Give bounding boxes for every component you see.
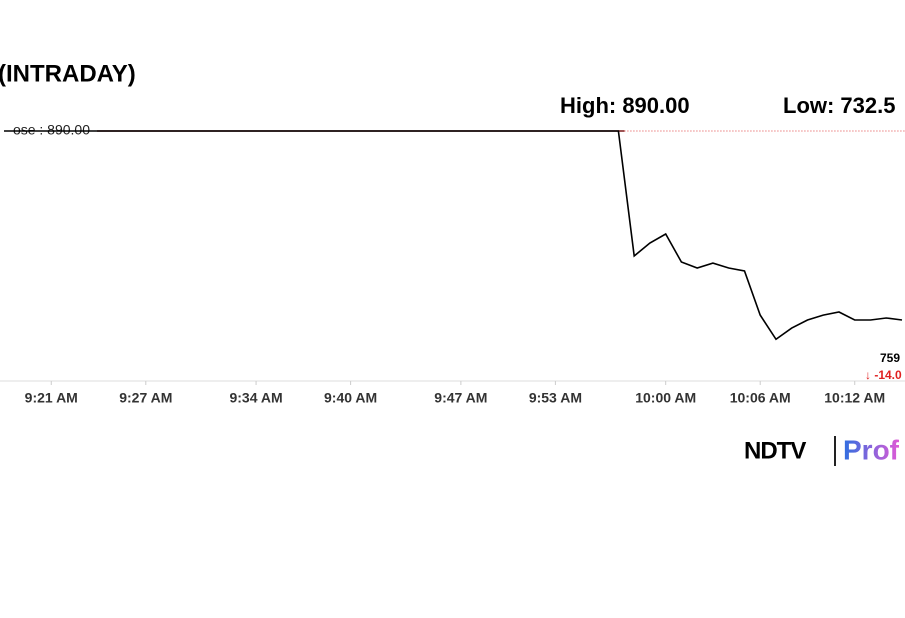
- last-price: 759: [880, 351, 900, 365]
- change-label: ↓ -14.0: [865, 368, 902, 382]
- x-tick-label: 10:06 AM: [730, 390, 791, 406]
- x-tick-label: 10:12 AM: [824, 390, 885, 406]
- logo-suffix: Prof: [843, 434, 900, 465]
- x-tick-label: 9:53 AM: [529, 390, 582, 406]
- x-tick-label: 9:47 AM: [434, 390, 487, 406]
- x-tick-label: 9:40 AM: [324, 390, 377, 406]
- x-tick-label: 9:27 AM: [119, 390, 172, 406]
- x-tick-label: 9:34 AM: [229, 390, 282, 406]
- x-tick-label: 10:00 AM: [635, 390, 696, 406]
- price-line: [4, 130, 903, 341]
- low-label: Low: 732.5: [783, 93, 895, 118]
- reference-label: ose : 890.00: [13, 122, 90, 138]
- x-tick-label: 9:21 AM: [25, 390, 78, 406]
- high-label: High: 890.00: [560, 93, 690, 118]
- logo-brand: NDTV: [744, 437, 806, 464]
- chart-title: (INTRADAY): [0, 60, 136, 87]
